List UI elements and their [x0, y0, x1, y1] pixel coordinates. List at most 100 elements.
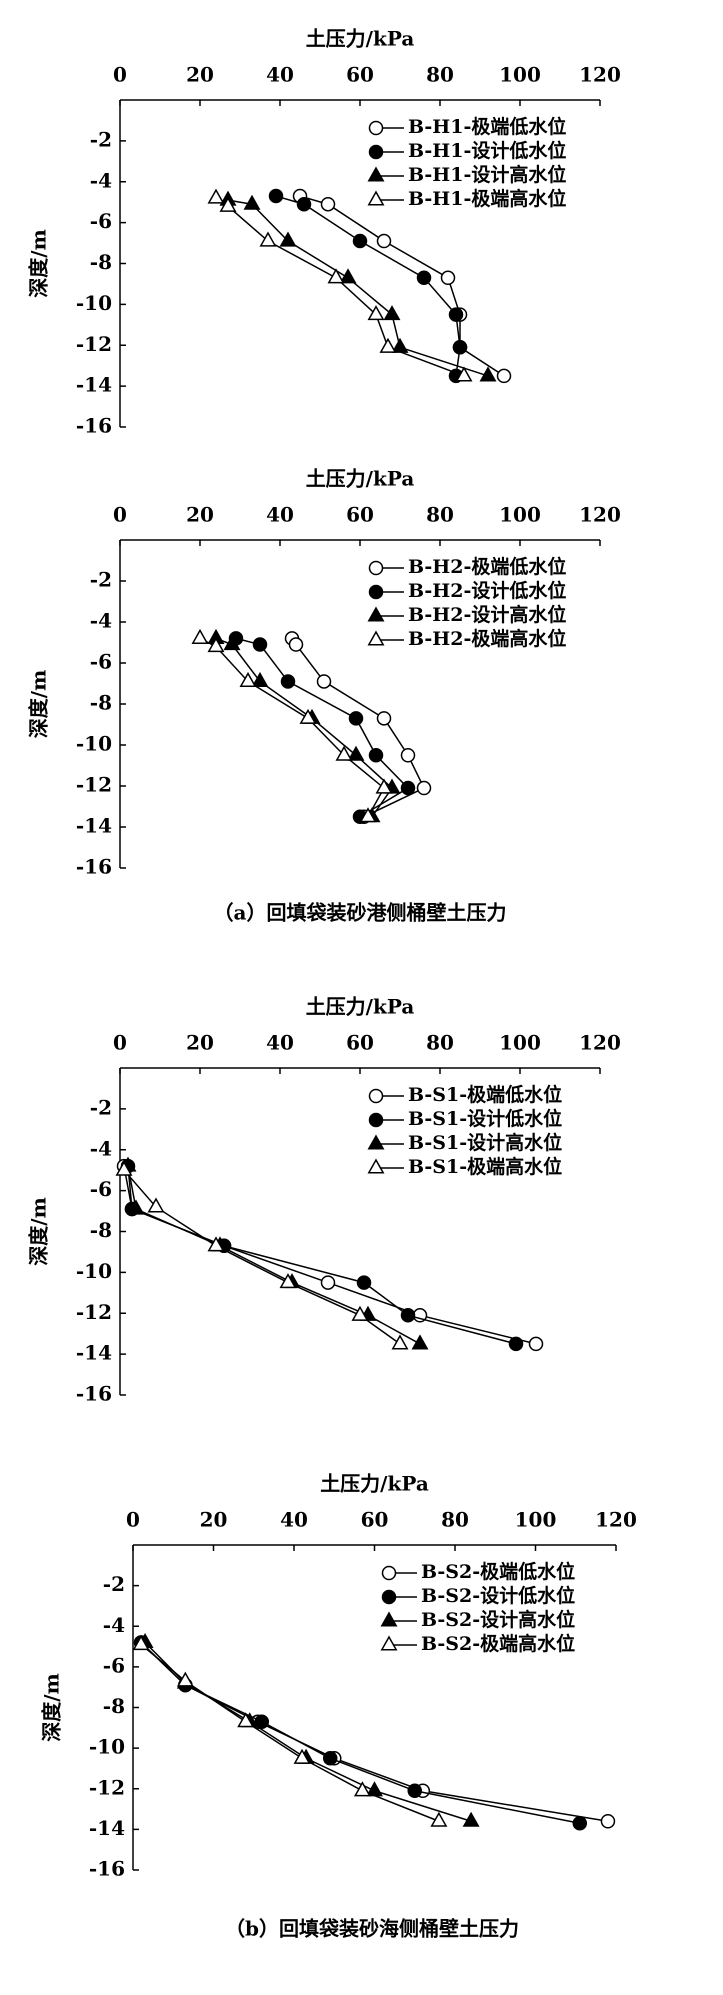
y-tick-label: -16	[76, 855, 112, 879]
x-tick-label: 100	[499, 503, 541, 527]
marker	[239, 671, 257, 687]
marker	[296, 196, 312, 212]
y-tick-label: -2	[90, 568, 112, 592]
marker	[379, 337, 397, 353]
marker	[237, 1712, 255, 1728]
marker	[400, 1308, 416, 1323]
caption: （a）回填袋装砂港侧桶壁土压力	[214, 901, 507, 925]
y-tick-label: -12	[76, 1300, 112, 1324]
x-tick-label: 20	[186, 63, 214, 87]
legend-marker	[368, 144, 384, 160]
legend-label: B-H1-设计低水位	[408, 139, 566, 162]
marker	[207, 188, 225, 204]
y-tick-label: -10	[76, 291, 112, 315]
marker	[176, 1671, 194, 1687]
y-tick-label: -12	[76, 332, 112, 356]
y-tick-label: -2	[90, 1095, 112, 1119]
marker	[316, 674, 332, 689]
legend-label: B-S1-设计高水位	[408, 1131, 562, 1154]
marker	[335, 745, 353, 761]
marker	[268, 188, 284, 204]
y-tick-label: -12	[89, 1775, 125, 1799]
marker	[359, 807, 377, 823]
marker	[299, 708, 317, 724]
marker	[219, 196, 237, 212]
marker	[496, 368, 512, 384]
series-line	[275, 195, 461, 377]
marker	[407, 1783, 422, 1799]
y-tick-label: -8	[90, 250, 112, 274]
legend-label: B-S2-设计低水位	[421, 1584, 575, 1607]
legend-label: B-S1-设计低水位	[408, 1107, 562, 1130]
marker	[251, 671, 269, 687]
legend-marker	[367, 190, 385, 206]
legend-marker	[367, 606, 385, 622]
marker	[416, 780, 432, 796]
y-tick-label: -10	[76, 732, 112, 756]
y-tick-label: -6	[90, 1177, 112, 1201]
series-line	[199, 637, 385, 818]
marker	[132, 1635, 150, 1651]
y-tick-label: -14	[76, 1341, 112, 1365]
x-tick-label: 80	[426, 63, 454, 87]
marker	[127, 1199, 145, 1215]
marker	[347, 745, 365, 761]
marker	[115, 1160, 133, 1176]
marker	[391, 1334, 409, 1350]
marker	[288, 637, 304, 652]
x-tick-label: 60	[346, 503, 374, 527]
legend-marker	[367, 166, 385, 182]
x-tick-label: 60	[346, 1031, 374, 1055]
legend-label: B-H1-极端低水位	[408, 115, 566, 138]
legend-label: B-S1-极端高水位	[408, 1155, 562, 1178]
x-tick-label: 80	[426, 503, 454, 527]
legend-label: B-H2-极端高水位	[408, 627, 566, 650]
marker	[252, 637, 268, 652]
legend-marker	[368, 120, 384, 136]
y-tick-label: -16	[89, 1857, 125, 1881]
x-axis-title: 土压力/kPa	[306, 467, 415, 491]
marker	[322, 1751, 338, 1766]
y-tick-label: -4	[103, 1613, 125, 1637]
legend-label: B-H1-极端高水位	[408, 187, 566, 210]
marker	[223, 635, 241, 651]
legend-marker	[367, 1158, 385, 1174]
y-tick-label: -8	[90, 691, 112, 715]
y-axis-title: 深度/m	[27, 670, 51, 738]
y-tick-label: -6	[90, 209, 112, 233]
x-tick-label: 20	[200, 1508, 228, 1532]
legend-label: B-H2-设计低水位	[408, 579, 566, 602]
x-tick-label: 120	[579, 1031, 621, 1055]
marker	[279, 1273, 297, 1289]
y-tick-label: -10	[89, 1735, 125, 1759]
marker	[440, 270, 456, 286]
x-tick-label: 60	[346, 63, 374, 87]
marker	[452, 340, 468, 355]
marker	[327, 268, 345, 284]
y-tick-label: -4	[90, 609, 112, 633]
series-line	[215, 197, 465, 377]
marker	[320, 1275, 336, 1290]
series-line	[140, 1643, 440, 1822]
marker	[400, 748, 416, 763]
y-tick-label: -14	[76, 373, 112, 397]
x-tick-label: 120	[595, 1508, 637, 1532]
y-tick-label: -8	[90, 1218, 112, 1242]
marker	[293, 1748, 311, 1764]
marker	[376, 711, 392, 726]
marker	[411, 1334, 429, 1350]
x-axis-title: 土压力/kPa	[306, 27, 415, 51]
x-tick-label: 0	[113, 63, 127, 87]
x-tick-label: 40	[280, 1508, 308, 1532]
legend-marker	[367, 1134, 385, 1150]
series-line	[123, 1165, 537, 1345]
marker	[356, 1275, 372, 1290]
y-tick-label: -6	[103, 1653, 125, 1677]
x-tick-label: 0	[113, 503, 127, 527]
marker	[353, 1781, 371, 1797]
marker	[348, 711, 364, 726]
x-tick-label: 100	[499, 63, 541, 87]
x-tick-label: 80	[441, 1508, 469, 1532]
series-line	[127, 1165, 421, 1345]
